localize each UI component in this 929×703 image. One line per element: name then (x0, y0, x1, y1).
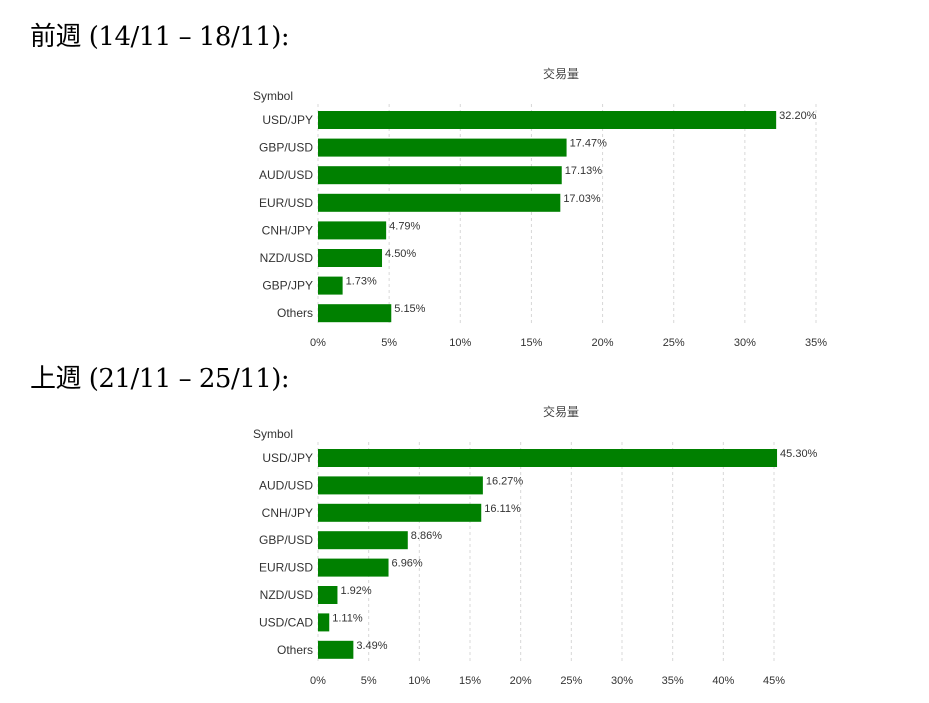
data-label: 32.20% (779, 110, 817, 122)
category-label: USD/JPY (262, 113, 313, 127)
category-label: GBP/USD (259, 533, 313, 547)
y-axis-label: Symbol (253, 427, 293, 441)
data-label: 8.86% (411, 530, 442, 542)
chart-title: 交易量 (543, 66, 579, 81)
x-tick-label: 35% (805, 337, 827, 349)
data-label: 17.13% (565, 165, 603, 177)
x-tick-label: 35% (662, 675, 684, 687)
category-label: NZD/USD (260, 588, 314, 602)
data-label: 6.96% (392, 558, 423, 570)
bar (318, 166, 562, 185)
category-label: EUR/USD (259, 561, 313, 575)
bar (318, 586, 338, 604)
data-label: 16.27% (486, 475, 524, 487)
category-label: CNH/JPY (262, 506, 313, 520)
week-heading-last: 上週 (21/11 – 25/11): (30, 364, 290, 394)
category-label: AUD/USD (259, 478, 313, 492)
category-label: USD/JPY (262, 451, 313, 465)
trading-volume-chart-last-week: 交易量 Symbol USD/JPY 45.30% AUD/USD 16.27% CNH/J… (253, 404, 818, 687)
trading-volume-chart-previous-week: 交易量 Symbol USD/JPY 32.20% GBP/USD 17.47% AUD/U… (253, 66, 827, 349)
data-label: 1.92% (340, 585, 371, 597)
x-tick-label: 0% (310, 337, 326, 349)
bar (318, 138, 567, 157)
category-label: NZD/USD (260, 251, 314, 265)
bar (318, 449, 778, 467)
bar (318, 503, 482, 522)
x-tick-label: 40% (712, 675, 734, 687)
y-axis-label: Symbol (253, 89, 293, 103)
bar (318, 558, 389, 577)
data-label: 4.79% (389, 220, 420, 232)
bar (318, 613, 330, 632)
x-tick-label: 10% (449, 337, 471, 349)
category-label: EUR/USD (259, 196, 313, 210)
category-label: GBP/USD (259, 141, 313, 155)
data-label: 16.11% (484, 503, 521, 515)
x-tick-label: 30% (734, 337, 756, 349)
x-tick-label: 45% (763, 675, 785, 687)
bar (318, 249, 383, 267)
bar (318, 276, 343, 295)
category-label: USD/CAD (259, 615, 313, 629)
bar (318, 640, 354, 659)
data-label: 3.49% (356, 640, 387, 652)
data-label: 1.73% (346, 276, 377, 288)
bar (318, 304, 392, 323)
data-label: 5.15% (394, 303, 425, 315)
bar (318, 111, 777, 129)
x-tick-label: 15% (520, 337, 542, 349)
x-tick-label: 20% (592, 337, 614, 349)
x-tick-label: 0% (310, 675, 326, 687)
category-label: AUD/USD (259, 168, 313, 182)
category-label: GBP/JPY (262, 279, 313, 293)
chart-title: 交易量 (543, 404, 579, 419)
x-tick-label: 30% (611, 675, 633, 687)
data-label: 45.30% (780, 448, 818, 460)
data-label: 1.11% (332, 612, 363, 624)
category-label: CNH/JPY (262, 223, 313, 237)
x-tick-label: 25% (663, 337, 685, 349)
category-label: Others (277, 306, 313, 320)
x-tick-label: 15% (459, 675, 481, 687)
week-heading-previous: 前週 (14/11 – 18/11): (30, 22, 290, 52)
category-label: Others (277, 643, 313, 657)
data-label: 4.50% (385, 248, 416, 260)
x-tick-label: 10% (408, 675, 430, 687)
x-tick-label: 5% (381, 337, 397, 349)
x-tick-label: 25% (560, 675, 582, 687)
data-label: 17.03% (563, 193, 601, 205)
bar (318, 193, 561, 212)
data-label: 17.47% (570, 138, 608, 150)
bar (318, 531, 408, 550)
bar (318, 221, 387, 240)
x-tick-label: 5% (361, 675, 377, 687)
bar (318, 476, 483, 495)
x-tick-label: 20% (510, 675, 532, 687)
